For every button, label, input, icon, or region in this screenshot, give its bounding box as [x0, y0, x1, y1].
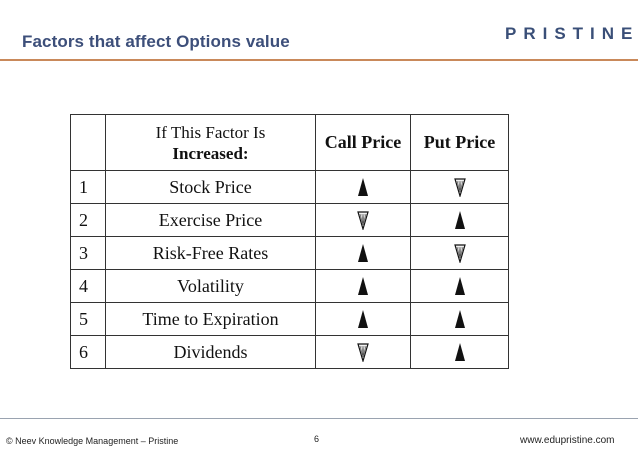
row-number: 3	[70, 236, 106, 270]
header-divider	[0, 59, 638, 61]
put-up-arrow-icon	[454, 211, 465, 230]
header-call-price: Call Price	[315, 114, 411, 171]
call-up-arrow-icon	[358, 244, 368, 263]
row-call-effect	[315, 236, 411, 270]
table-header-row: If This Factor Is Increased: Call Price …	[70, 114, 509, 171]
row-put-effect	[410, 236, 509, 270]
footer-copyright: © Neev Knowledge Management – Pristine	[6, 436, 179, 446]
table-body: 1 Stock Price 2 Exercise Price 3 Risk-Free Ra…	[70, 170, 509, 369]
row-put-effect	[410, 170, 509, 204]
row-number: 2	[70, 203, 106, 237]
footer-divider	[0, 418, 638, 419]
table-row: 3 Risk-Free Rates	[70, 236, 509, 270]
put-up-arrow-icon	[454, 310, 465, 329]
call-up-arrow-icon	[358, 178, 368, 197]
row-call-effect	[315, 269, 411, 303]
put-up-arrow-icon	[454, 277, 465, 296]
header-factor-line2: Increased:	[172, 143, 249, 163]
row-factor: Exercise Price	[105, 203, 316, 237]
call-down-arrow-icon	[357, 342, 369, 362]
row-call-effect	[315, 170, 411, 204]
table-row: 1 Stock Price	[70, 170, 509, 204]
header-put-price: Put Price	[410, 114, 509, 171]
table-row: 4 Volatility	[70, 269, 509, 303]
row-factor: Risk-Free Rates	[105, 236, 316, 270]
put-down-arrow-icon	[453, 177, 466, 197]
table-row: 6 Dividends	[70, 335, 509, 369]
table-row: 2 Exercise Price	[70, 203, 509, 237]
row-number: 4	[70, 269, 106, 303]
row-put-effect	[410, 302, 509, 336]
table-row: 5 Time to Expiration	[70, 302, 509, 336]
row-number: 1	[70, 170, 106, 204]
call-up-arrow-icon	[358, 310, 368, 329]
row-factor: Volatility	[105, 269, 316, 303]
pristine-logo: PRISTINE	[505, 24, 638, 43]
put-down-arrow-icon	[453, 243, 466, 263]
call-up-arrow-icon	[358, 277, 368, 296]
row-number: 6	[70, 335, 106, 369]
options-factor-table: If This Factor Is Increased: Call Price …	[70, 114, 509, 369]
row-put-effect	[410, 203, 509, 237]
header-number-cell	[70, 114, 106, 171]
row-put-effect	[410, 269, 509, 303]
row-factor: Stock Price	[105, 170, 316, 204]
row-number: 5	[70, 302, 106, 336]
row-call-effect	[315, 302, 411, 336]
page-number: 6	[314, 434, 320, 444]
header-factor-cell: If This Factor Is Increased:	[105, 114, 316, 171]
row-factor: Time to Expiration	[105, 302, 316, 336]
row-put-effect	[410, 335, 509, 369]
footer-website: www.edupristine.com	[520, 435, 615, 446]
row-factor: Dividends	[105, 335, 316, 369]
put-up-arrow-icon	[454, 343, 465, 362]
row-call-effect	[315, 203, 411, 237]
call-down-arrow-icon	[357, 210, 369, 230]
row-call-effect	[315, 335, 411, 369]
slide-title: Factors that affect Options value	[22, 32, 290, 51]
header-factor-line1: If This Factor Is	[155, 122, 266, 142]
